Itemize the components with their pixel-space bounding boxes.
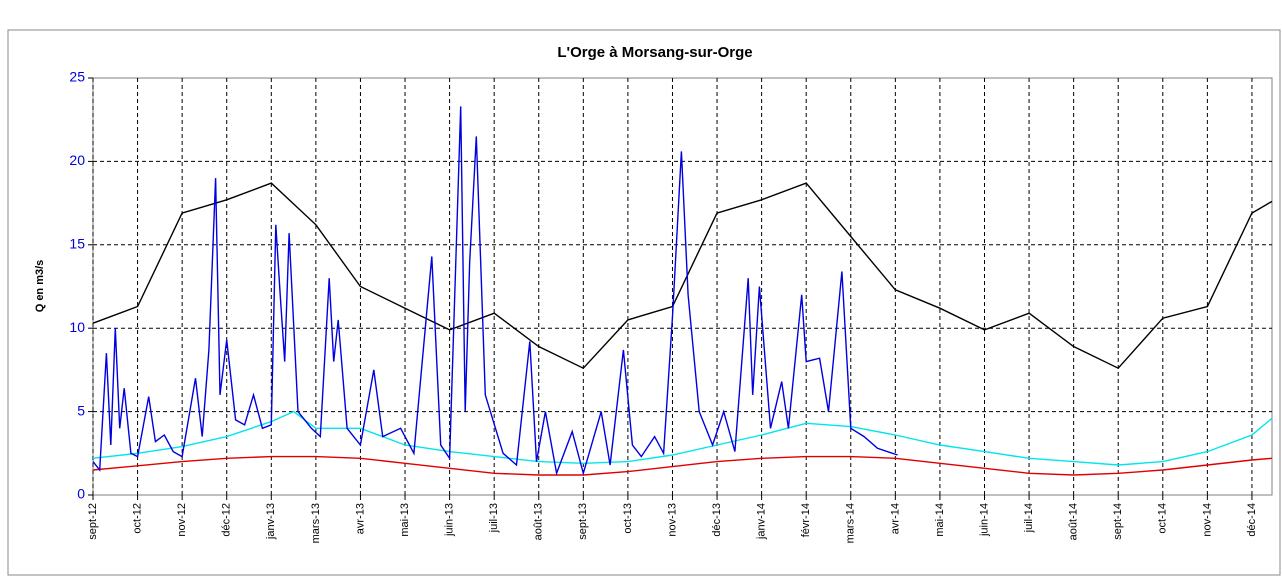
x-tick-label: sept-13 — [577, 503, 589, 540]
y-tick-label: 5 — [77, 402, 85, 418]
x-tick-label: oct-13 — [622, 503, 634, 534]
x-tick-label: avr-13 — [354, 503, 366, 534]
x-tick-label: oct-12 — [131, 503, 143, 534]
x-tick-label: juil-13 — [488, 503, 500, 533]
x-tick-label: juil-14 — [1023, 503, 1035, 533]
x-tick-label: déc-13 — [711, 503, 723, 537]
y-axis-label: Q en m3/s — [34, 260, 46, 313]
x-tick-label: sept-14 — [1112, 503, 1124, 540]
x-tick-label: mai-13 — [399, 503, 411, 537]
x-tick-label: déc-12 — [221, 503, 233, 537]
x-tick-label: oct-14 — [1157, 503, 1169, 534]
x-tick-label: nov-14 — [1201, 503, 1213, 537]
x-tick-label: mai-14 — [934, 503, 946, 537]
x-tick-label: août-14 — [1068, 503, 1080, 540]
x-tick-label: mars-14 — [845, 503, 857, 543]
y-tick-label: 10 — [69, 319, 85, 335]
x-tick-label: déc-14 — [1246, 503, 1258, 537]
series-line — [92, 410, 1273, 466]
y-tick-label: 15 — [69, 236, 85, 252]
chart-title: L'Orge à Morsang-sur-Orge — [557, 44, 752, 61]
series-line — [92, 182, 1273, 370]
y-tick-label: 20 — [69, 152, 85, 168]
x-tick-label: nov-12 — [176, 503, 188, 537]
x-tick-label: sept-12 — [87, 503, 99, 540]
x-tick-label: juin-13 — [444, 503, 456, 537]
x-tick-label: janv-14 — [756, 503, 768, 540]
x-tick-label: janv-13 — [265, 503, 277, 540]
series-line — [92, 455, 1273, 476]
x-tick-label: févr-14 — [800, 503, 812, 537]
x-tick-label: avr-14 — [889, 503, 901, 534]
x-tick-label: juin-14 — [978, 503, 990, 537]
x-tick-label: mars-13 — [310, 503, 322, 543]
y-tick-label: 25 — [69, 69, 85, 85]
x-tick-label: nov-13 — [666, 503, 678, 537]
y-tick-label: 0 — [77, 486, 85, 502]
series-line — [92, 106, 898, 476]
x-tick-label: août-13 — [533, 503, 545, 540]
